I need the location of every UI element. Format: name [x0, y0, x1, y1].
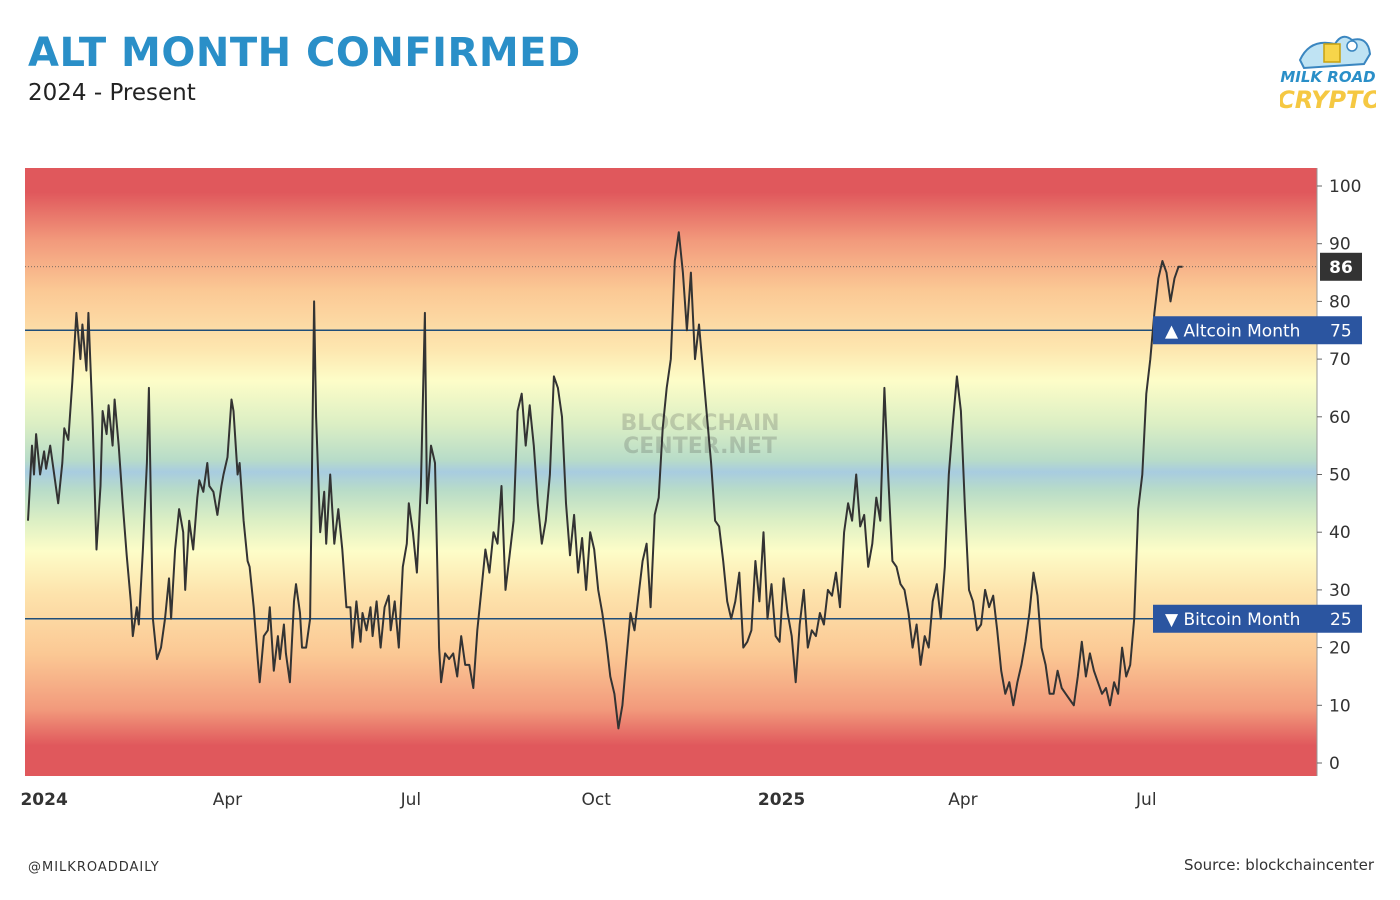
y-tick-label: 40: [1329, 523, 1351, 543]
watermark-line2: CENTER.NET: [623, 434, 777, 459]
x-tick-label: 2025: [758, 790, 805, 810]
footer-handle: @MILKROADDAILY: [28, 860, 160, 875]
y-tick-label: 50: [1329, 466, 1351, 486]
plot-background: [25, 168, 1317, 776]
reference-labels: ▲ Altcoin Month 75 ▼ Bitcoin Month 25: [1153, 316, 1362, 633]
footer-source: Source: blockchaincenter: [1183, 856, 1374, 874]
last-value-badge: 86: [1320, 252, 1362, 281]
reference-label-bg: [1153, 316, 1362, 345]
y-tick-label: 100: [1329, 177, 1361, 197]
x-tick-label: Apr: [948, 790, 977, 810]
y-axis-ticks: 0 10 20 30 40 50 60 70 80 90 100: [1317, 177, 1361, 774]
x-tick-label: 2024: [20, 790, 67, 810]
x-tick-label: Oct: [582, 790, 612, 810]
x-tick-label: Jul: [1135, 790, 1157, 810]
watermark: BLOCKCHAIN CENTER.NET: [620, 411, 779, 459]
reference-label-value: 25: [1330, 610, 1352, 630]
y-tick-label: 70: [1329, 350, 1351, 370]
last-value-bg: [1320, 252, 1362, 281]
reference-label-bg: [1153, 604, 1362, 633]
y-tick-label: 0: [1329, 754, 1340, 774]
y-tick-label: 90: [1329, 235, 1351, 255]
page-subtitle: 2024 - Present: [28, 80, 196, 106]
logo-line2: CRYPTO: [1280, 86, 1376, 114]
x-axis-background: [25, 776, 1374, 818]
reference-label-text: ▼ Bitcoin Month: [1165, 610, 1300, 630]
x-axis-ticks: 2024 Apr Jul Oct 2025 Apr Jul: [20, 790, 1156, 810]
y-tick-label: 30: [1329, 581, 1351, 601]
milk-carton-mascot-icon: [1298, 35, 1372, 70]
reference-label-value: 75: [1330, 321, 1352, 341]
watermark-line1: BLOCKCHAIN: [620, 411, 779, 436]
y-tick-label: 20: [1329, 639, 1351, 659]
logo-line1: MILK ROAD: [1280, 68, 1375, 86]
last-value-label: 86: [1329, 258, 1353, 278]
y-tick-label: 80: [1329, 292, 1351, 312]
page-title: ALT MONTH CONFIRMED: [28, 30, 581, 76]
y-tick-label: 10: [1329, 696, 1351, 716]
y-tick-label: 60: [1329, 408, 1351, 428]
x-tick-label: Apr: [213, 790, 242, 810]
altcoin-season-index-line: [27, 231, 1183, 730]
milk-road-logo: MILK ROAD CRYPTO: [1280, 35, 1376, 114]
x-tick-label: Jul: [400, 790, 422, 810]
reference-label-text: ▲ Altcoin Month: [1165, 321, 1300, 341]
